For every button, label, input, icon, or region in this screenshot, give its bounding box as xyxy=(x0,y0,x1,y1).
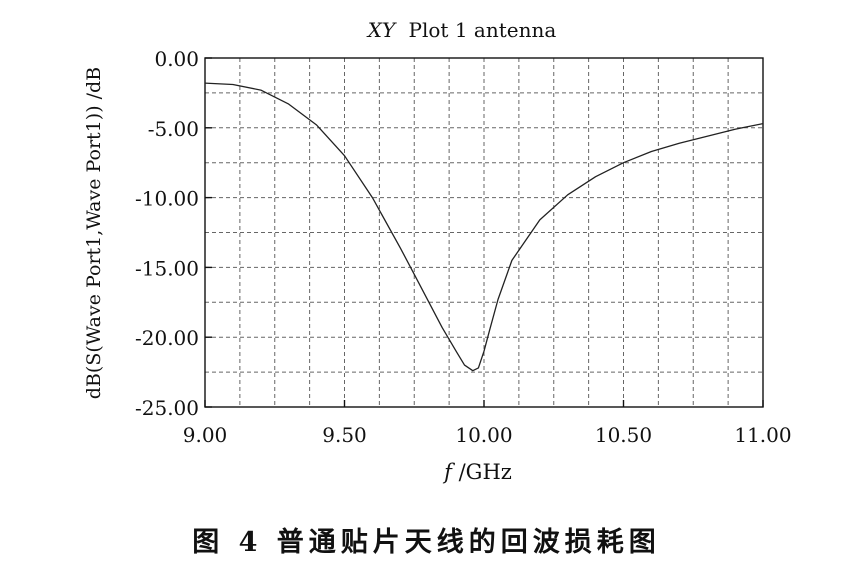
series-layer xyxy=(204,82,764,372)
y-tick-label: -5.00 xyxy=(148,117,199,141)
y-tick-label: -20.00 xyxy=(135,326,199,350)
x-tick-label: 10.00 xyxy=(455,423,512,447)
x-tick-label: 11.00 xyxy=(734,423,791,447)
x-tick-label: 10.50 xyxy=(595,423,652,447)
x-tick-label: 9.00 xyxy=(183,423,228,447)
y-tick-label: -25.00 xyxy=(135,396,199,420)
figure-caption: 图 4 普通贴片天线的回波损耗图 xyxy=(192,527,661,558)
axes xyxy=(204,57,764,408)
x-axis-label: f /GHz xyxy=(442,460,512,484)
y-axis-label: dB(S(Wave Port1,Wave Port1)) /dB xyxy=(83,67,105,399)
x-tick-label: 9.50 xyxy=(322,423,367,447)
tick-labels: 0.00 -5.00 -10.00 -15.00 -20.00 -25.00 9.00 9.5… xyxy=(135,47,792,447)
x-axis-label-italic: f xyxy=(442,460,455,484)
y-tick-label: 0.00 xyxy=(154,47,199,71)
chart-title-rest: Plot 1 antenna xyxy=(409,18,557,42)
series-line xyxy=(204,82,764,372)
chart-title-italic: XY xyxy=(366,18,397,42)
chart-title: XY Plot 1 antenna xyxy=(366,18,557,42)
x-axis-label-rest: /GHz xyxy=(459,460,512,484)
y-tick-label: -15.00 xyxy=(135,256,199,280)
grid xyxy=(205,58,763,407)
y-tick-label: -10.00 xyxy=(135,187,199,211)
